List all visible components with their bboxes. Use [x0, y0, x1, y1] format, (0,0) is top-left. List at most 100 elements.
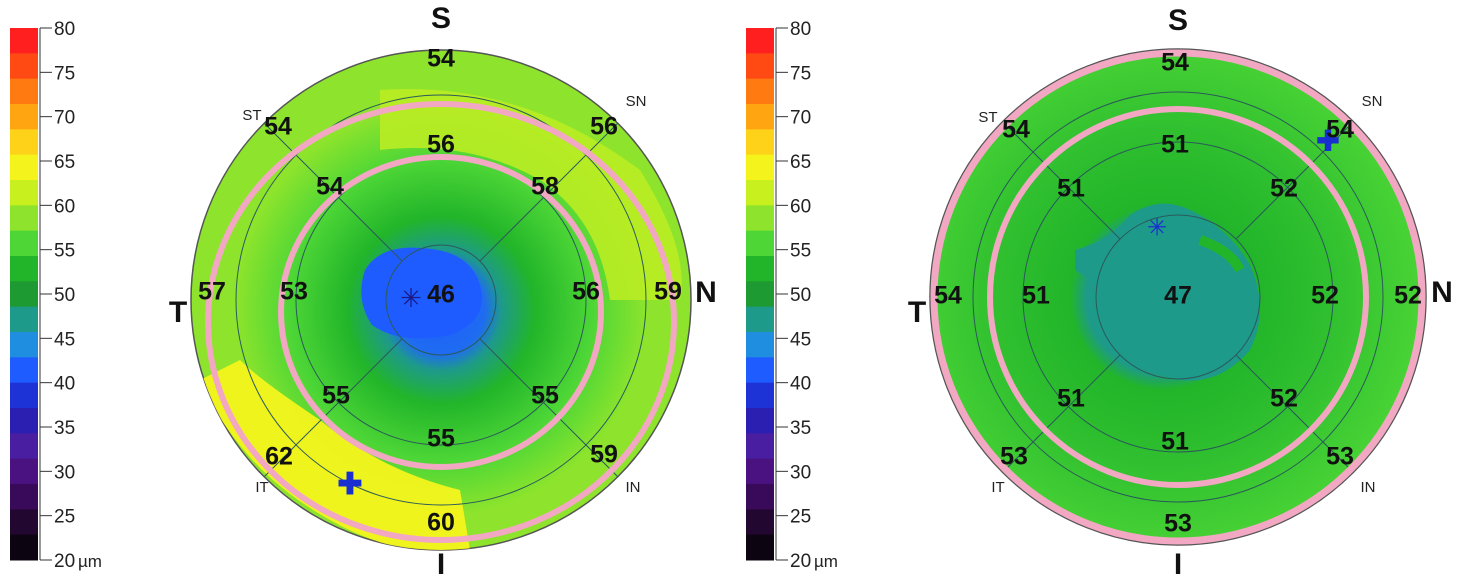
sector-mid-sn: 52 [1270, 175, 1298, 203]
sector-divider [479, 122, 619, 262]
sector-mid-in: 55 [531, 382, 559, 410]
scale-tick-label: 70 [54, 108, 75, 129]
sector-outer-superior: 54 [1161, 49, 1189, 77]
scale-swatch [746, 306, 774, 333]
sector-outer-inferior: 53 [1164, 510, 1192, 538]
sector-mid-st: 51 [1057, 175, 1085, 203]
direction-superior: S [1168, 4, 1188, 37]
scale-swatch [10, 357, 38, 384]
sector-outer-nasal: 52 [1394, 282, 1422, 310]
scale-tick-label: 80 [54, 19, 75, 40]
scale-tick-label: 70 [790, 108, 811, 129]
sector-inner-inferior: 51 [1161, 428, 1189, 456]
sector-outer-nasal: 59 [654, 278, 682, 306]
scale-swatch [10, 484, 38, 510]
sector-inner-temporal: 53 [280, 278, 308, 306]
scale-tick-label: 35 [54, 418, 75, 439]
sector-divider [479, 338, 619, 478]
scale-tick-label: 25 [54, 507, 75, 528]
scale-swatch [746, 78, 774, 105]
outer-pink-ring [930, 49, 1426, 545]
scale-tick-label: 40 [790, 374, 811, 395]
scale-swatch [746, 484, 774, 510]
scale-swatch [10, 205, 38, 232]
scale-swatch [746, 205, 774, 232]
scale-tick-label: 45 [790, 329, 811, 350]
scale-tick-label: 30 [54, 462, 75, 483]
scale-swatch [10, 458, 38, 485]
scale-swatch [746, 104, 774, 130]
scale-swatch [746, 534, 774, 561]
sector-mid-in: 52 [1270, 385, 1298, 413]
direction-temporal: T [908, 296, 926, 329]
scale-swatch [746, 256, 774, 282]
thickness-map-right: ✳ ✚ [929, 48, 1427, 546]
scale-tick-label: 20 [54, 551, 75, 572]
sector-outer-in: 53 [1326, 443, 1354, 471]
sector-outer-temporal: 54 [934, 282, 962, 310]
sector-outer-sn: 56 [590, 113, 618, 141]
sector-outer-superior: 54 [427, 45, 455, 73]
direction-st: ST [978, 109, 997, 126]
outer-pink-ring [205, 101, 677, 543]
direction-nasal: N [695, 276, 717, 309]
scale-tick-label: 30 [790, 462, 811, 483]
scale-swatch [746, 129, 774, 156]
sector-center: 46 [427, 281, 455, 309]
map-left-labels: S I T N ST SN IT IN 46 56 56 55 53 54 58… [169, 2, 717, 581]
scale-tick-label: 35 [790, 418, 811, 439]
sector-outer-st: 54 [1002, 116, 1030, 144]
direction-sn: SN [1362, 93, 1383, 110]
scale-swatch [746, 332, 774, 358]
scale-tick-label: 75 [54, 63, 75, 84]
direction-inferior: I [437, 548, 445, 581]
scale-swatch [10, 180, 38, 206]
scale-swatch [746, 458, 774, 485]
direction-it: IT [991, 479, 1004, 496]
sector-inner-nasal: 52 [1311, 282, 1339, 310]
scale-tick-label: 65 [54, 152, 75, 173]
scale-swatch [746, 433, 774, 460]
scale-swatch [10, 78, 38, 105]
scale-swatch [10, 509, 38, 536]
color-scale-left: 80 75 70 65 60 55 50 45 40 35 30 25 20 µm [10, 19, 102, 572]
direction-nasal: N [1431, 276, 1453, 309]
direction-it: IT [255, 479, 268, 496]
scale-tick-label: 75 [790, 63, 811, 84]
scale-tick-label: 45 [54, 329, 75, 350]
thickness-map-left: ✳ ✚ [190, 49, 692, 551]
sector-center: 47 [1164, 282, 1192, 310]
scale-swatch [746, 53, 774, 80]
scale-tick-label: 65 [790, 152, 811, 173]
scale-tick-label: 50 [790, 285, 811, 306]
scale-unit-label: µm [78, 552, 102, 571]
scale-swatch [10, 332, 38, 358]
scale-tick-label: 55 [54, 241, 75, 262]
plus-marker-icon: ✚ [337, 468, 362, 501]
sector-mid-sn: 58 [531, 173, 559, 201]
scale-swatch [746, 509, 774, 536]
scale-tick-label: 50 [54, 285, 75, 306]
sector-inner-nasal: 56 [572, 278, 600, 306]
fixation-asterisk-icon: ✳ [400, 283, 422, 313]
sector-inner-superior: 51 [1161, 131, 1189, 159]
sector-mid-it: 55 [322, 382, 350, 410]
sector-divider [263, 122, 403, 262]
fixation-asterisk-icon: ✳ [1147, 214, 1167, 241]
scale-unit-label: µm [814, 552, 838, 571]
plus-marker-icon: ✚ [1316, 125, 1339, 156]
scale-swatch [10, 256, 38, 282]
map-right-labels: S I T N ST SN IT IN 47 51 52 51 51 51 52… [908, 4, 1453, 581]
scale-swatch [10, 28, 38, 54]
sector-outer-temporal: 57 [198, 278, 226, 306]
scale-tick-label: 60 [790, 196, 811, 217]
scale-tick-label: 55 [790, 241, 811, 262]
sector-outer-inferior: 60 [427, 509, 455, 537]
inner-pink-ring [278, 154, 604, 470]
direction-in: IN [626, 479, 641, 496]
sector-divider [1235, 121, 1354, 240]
sector-mid-st: 54 [316, 173, 344, 201]
scale-swatch [10, 281, 38, 308]
scale-tick-label: 20 [790, 551, 811, 572]
scale-swatch [10, 534, 38, 561]
